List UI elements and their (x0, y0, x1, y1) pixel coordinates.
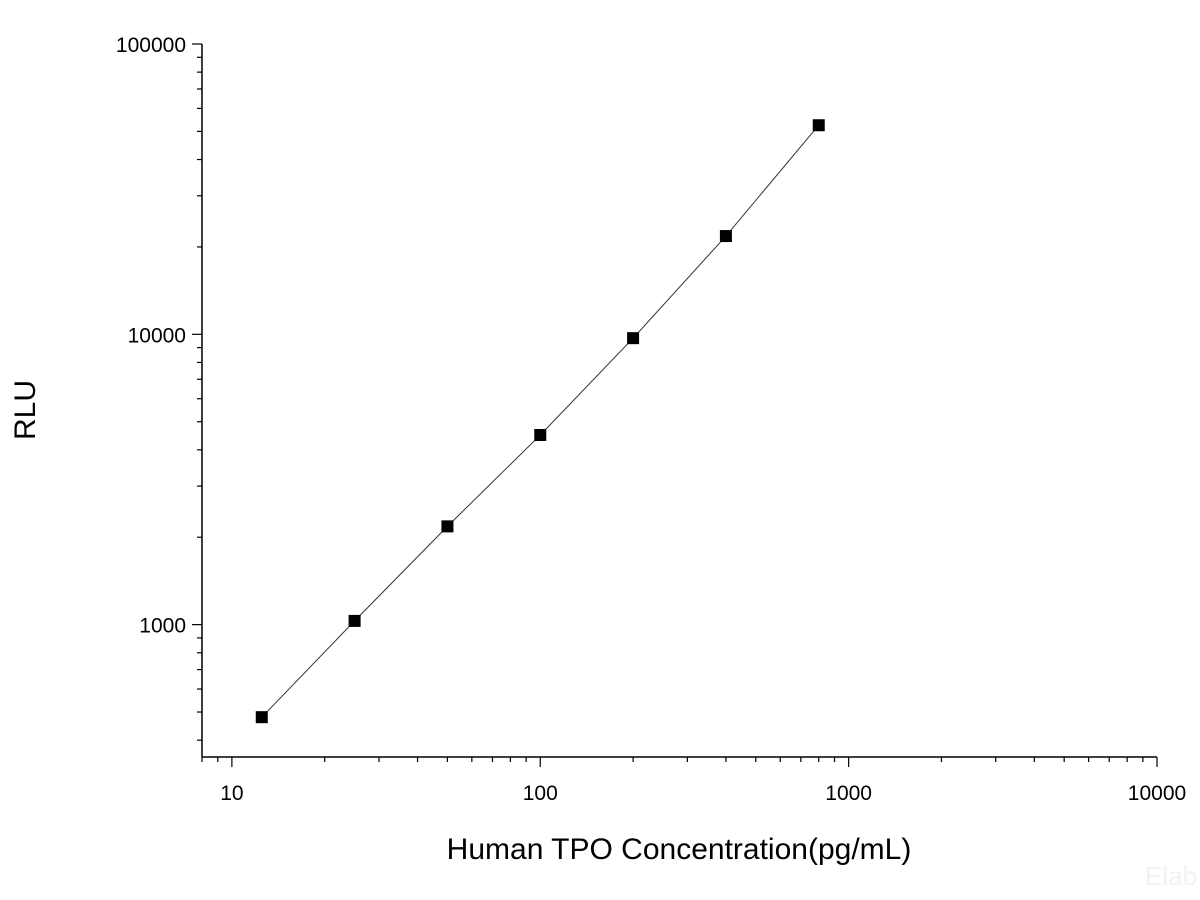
data-point (255, 711, 268, 724)
x-tick-label: 100 (523, 782, 558, 805)
fit-curve (261, 124, 820, 718)
x-axis-title: Human TPO Concentration(pg/mL) (447, 833, 912, 866)
x-tick-label: 1000 (825, 782, 872, 805)
fit-line (261, 124, 820, 718)
y-tick-label: 10000 (128, 324, 186, 347)
x-tick-label: 10 (220, 782, 243, 805)
watermark: Elab (1145, 861, 1197, 891)
data-point (534, 428, 547, 441)
x-axis-ticks: 10 100 1000 10000 (201, 757, 1186, 805)
data-points (255, 119, 825, 724)
data-point (719, 230, 732, 243)
y-tick-label: 100000 (116, 34, 186, 57)
data-point (441, 520, 454, 533)
data-point (348, 614, 361, 627)
x-tick-label: 10000 (1128, 782, 1186, 805)
y-axis-title: RLU (9, 380, 42, 440)
y-axis-ticks: 1000 10000 100000 (116, 34, 202, 741)
data-point (627, 332, 640, 345)
axes (201, 44, 1157, 758)
y-tick-label: 1000 (139, 615, 186, 638)
data-point (812, 119, 825, 132)
